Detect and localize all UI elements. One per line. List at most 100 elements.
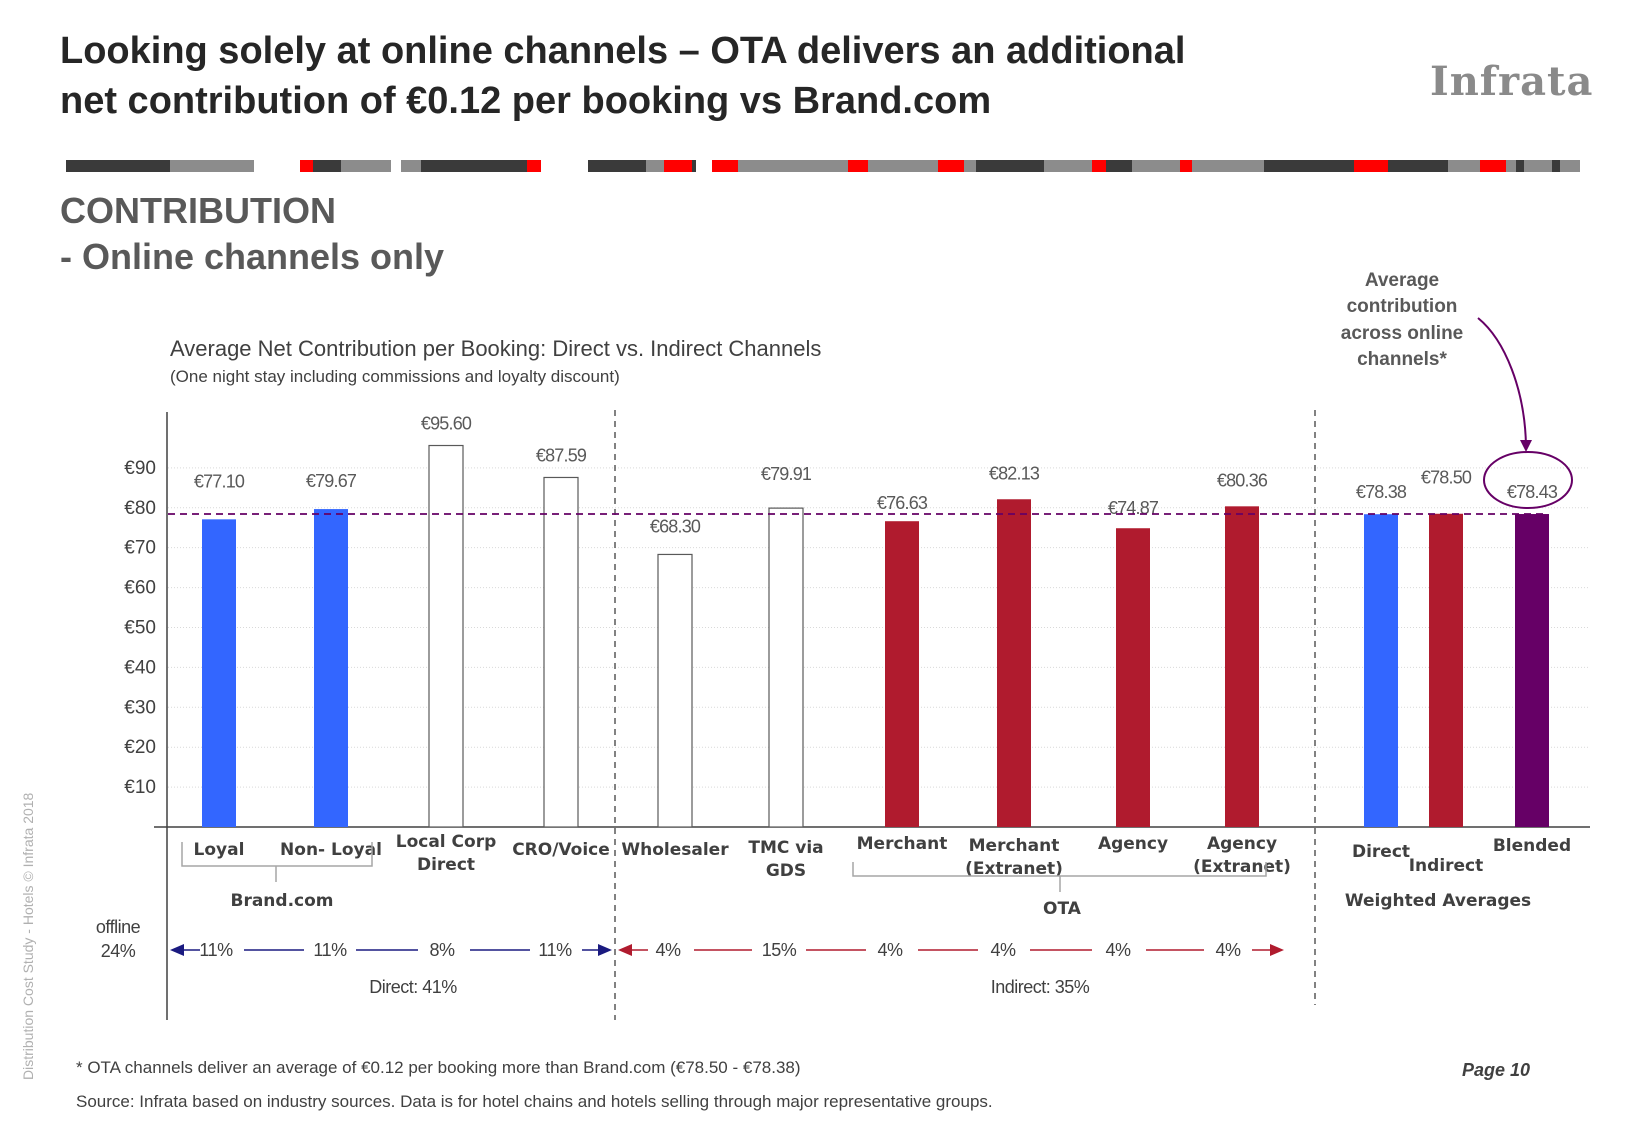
category-label: (Extranet): [1193, 857, 1291, 877]
page-number: Page 10: [1462, 1060, 1531, 1080]
stripe-segment: [300, 160, 313, 172]
indirect-arrow-right: [1270, 944, 1284, 956]
stripe-segment: [1264, 160, 1354, 172]
share-value: 11%: [313, 940, 347, 960]
bar-4: [657, 553, 693, 828]
stripe-segment: [868, 160, 938, 172]
stripe-segment: [1388, 160, 1448, 172]
stripe-segment: [1180, 160, 1192, 172]
category-label: Loyal: [194, 840, 245, 860]
stripe-segment: [1524, 160, 1552, 172]
stripe-segment: [712, 160, 738, 172]
bar-value-label: €74.87: [1108, 498, 1159, 518]
y-tick-label: €20: [124, 737, 156, 758]
callout-arrow: [1477, 317, 1527, 447]
stripe-segment: [1106, 160, 1112, 172]
category-label: TMC via: [748, 838, 823, 858]
y-tick-label: €60: [124, 578, 156, 599]
brand-bracket: [181, 842, 373, 882]
callout-line: Average: [1365, 270, 1439, 291]
stripe-segment: [1506, 160, 1516, 172]
share-value: 4%: [990, 940, 1016, 960]
direct-arrow-right: [598, 944, 612, 956]
bar-8: [1116, 528, 1150, 827]
group-label-brand: Brand.com: [230, 891, 333, 911]
stripe-segment: [66, 160, 170, 172]
category-label: Wholesaler: [621, 840, 729, 860]
side-watermark: Distribution Cost Study - Hotels © Infra…: [20, 792, 36, 1080]
y-tick-label: €10: [124, 777, 156, 798]
stripe-segment: [527, 160, 541, 172]
share-value: 11%: [538, 940, 572, 960]
bar-value-label: €76.63: [877, 493, 928, 513]
stripe-segment: [1516, 160, 1524, 172]
section-heading: CONTRIBUTION - Online channels only: [60, 188, 444, 280]
stripe-segment: [976, 160, 1044, 172]
share-value: 4%: [655, 940, 681, 960]
stripe-segment: [664, 160, 692, 172]
stripe-segment: [421, 160, 527, 172]
indirect-arrow-left: [618, 944, 632, 956]
stripe-segment: [646, 160, 664, 172]
category-label: Agency: [1098, 834, 1168, 854]
offline-value: 24%: [101, 941, 136, 961]
category-label: Non- Loyal: [280, 840, 382, 860]
bar-value-label: €87.59: [536, 445, 587, 465]
bar-value-label: €95.60: [421, 414, 472, 434]
stripe-segment: [1044, 160, 1092, 172]
stripe-segment: [1192, 160, 1264, 172]
callout-line: contribution: [1347, 296, 1458, 317]
stripe-segment: [588, 160, 646, 172]
infrata-logo: Infrata: [1430, 58, 1594, 105]
source-note: Source: Infrata based on industry source…: [76, 1092, 993, 1111]
callout-line: across online: [1341, 323, 1464, 344]
stripe-segment: [401, 160, 421, 172]
share-value: 11%: [199, 940, 233, 960]
group-label-ota: OTA: [1043, 899, 1082, 919]
y-tick-label: €80: [124, 498, 156, 519]
stripe-segment: [341, 160, 391, 172]
section-heading-line2: - Online channels only: [60, 236, 445, 277]
category-label: (Extranet): [965, 859, 1063, 879]
stripe-segment: [1112, 160, 1132, 172]
chart-subtitle: (One night stay including commissions an…: [170, 367, 620, 386]
group-label-weighted: Weighted Averages: [1345, 891, 1531, 911]
bar-value-label: €79.67: [306, 471, 357, 491]
stripe-segment: [848, 160, 868, 172]
share-value: 4%: [1105, 940, 1131, 960]
category-label: Direct: [1352, 842, 1410, 862]
category-label: GDS: [766, 861, 806, 881]
bar-11: [1429, 513, 1463, 827]
category-label: Direct: [417, 855, 475, 875]
category-label: CRO/Voice: [512, 840, 610, 860]
category-label: Local Corp: [396, 832, 497, 852]
stripe-segment: [1480, 160, 1506, 172]
offline-label: offline: [96, 917, 141, 937]
y-tick-label: €40: [124, 657, 156, 678]
callout-line: channels*: [1357, 349, 1447, 370]
category-label: Merchant: [857, 834, 948, 854]
bar-12: [1515, 514, 1549, 827]
bar-10: [1364, 514, 1398, 827]
callout-arrowhead: [1520, 440, 1532, 452]
bar-9: [1225, 506, 1259, 827]
direct-total: Direct: 41%: [369, 977, 457, 997]
slide-title: Looking solely at online channels – OTA …: [60, 26, 1360, 126]
category-label: Agency: [1207, 834, 1277, 854]
bar-value-label: €68.30: [650, 516, 701, 536]
stripe-segment: [738, 160, 848, 172]
slide-title-line1: Looking solely at online channels – OTA …: [60, 30, 1186, 72]
stripe-segment: [964, 160, 976, 172]
blended-highlight-ellipse: [1483, 451, 1573, 509]
bar-value-label: €78.50: [1421, 468, 1472, 488]
bar-2: [428, 444, 464, 828]
bar-value-label: €82.13: [989, 463, 1040, 483]
bar-value-label: €77.10: [194, 471, 245, 491]
y-tick-label: €30: [124, 697, 156, 718]
footnote: * OTA channels deliver an average of €0.…: [76, 1058, 801, 1077]
bar-3: [543, 476, 579, 828]
category-label: Indirect: [1409, 856, 1484, 876]
stripe-segment: [1448, 160, 1480, 172]
